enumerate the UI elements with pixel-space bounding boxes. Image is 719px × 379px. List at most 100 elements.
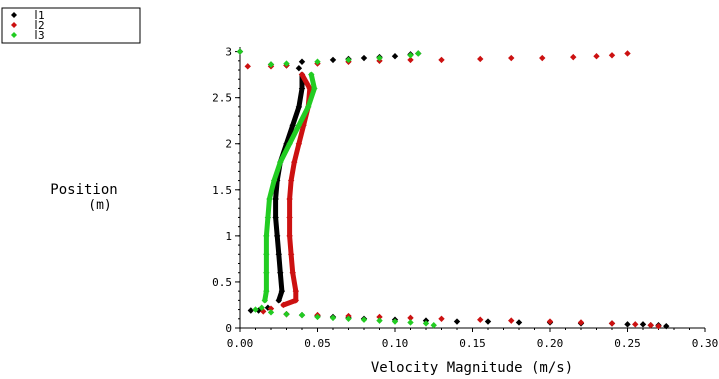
data-point bbox=[577, 319, 585, 326]
y-tick-label: 2.5 bbox=[212, 92, 232, 105]
data-point bbox=[407, 56, 414, 64]
x-tick-label: 0.05 bbox=[304, 337, 331, 350]
data-point bbox=[286, 140, 293, 147]
legend-label: 2 bbox=[38, 19, 45, 32]
legend-label: 3 bbox=[38, 29, 45, 42]
data-point bbox=[263, 232, 270, 240]
data-point bbox=[275, 297, 282, 304]
data-point bbox=[345, 56, 352, 64]
data-point bbox=[422, 320, 430, 327]
data-point bbox=[261, 297, 268, 304]
data-point bbox=[258, 304, 265, 311]
data-point bbox=[647, 322, 654, 329]
data-point bbox=[289, 122, 296, 129]
data-point bbox=[274, 232, 281, 240]
data-point bbox=[345, 315, 352, 322]
legend-marker-1 bbox=[11, 12, 17, 18]
data-point bbox=[298, 85, 306, 92]
x-tick-label: 0.20 bbox=[537, 337, 564, 350]
data-point bbox=[275, 251, 282, 258]
data-point bbox=[295, 122, 303, 129]
y-axis-title: Position bbox=[50, 182, 117, 198]
data-point bbox=[283, 60, 290, 67]
data-point bbox=[477, 316, 484, 323]
x-tick-label: 0.00 bbox=[227, 337, 254, 350]
data-point bbox=[298, 71, 306, 78]
data-point bbox=[267, 305, 275, 312]
data-point bbox=[263, 269, 270, 276]
data-point bbox=[272, 195, 279, 203]
data-point bbox=[311, 85, 318, 92]
data-point bbox=[438, 315, 445, 322]
y-tick-label: 0 bbox=[225, 322, 232, 335]
data-point bbox=[632, 321, 639, 328]
data-point bbox=[376, 54, 383, 62]
data-point bbox=[295, 64, 303, 72]
data-point bbox=[263, 287, 270, 295]
data-point bbox=[639, 321, 647, 328]
data-point bbox=[289, 269, 296, 276]
data-point bbox=[298, 58, 306, 65]
y-tick-label: 3 bbox=[225, 46, 232, 59]
data-point bbox=[407, 314, 414, 322]
data-point bbox=[655, 322, 662, 330]
data-point bbox=[270, 177, 278, 184]
data-point bbox=[608, 52, 616, 59]
series-1-profile-line bbox=[273, 72, 305, 303]
data-point bbox=[477, 55, 484, 63]
data-point bbox=[407, 319, 414, 326]
data-point bbox=[306, 85, 313, 92]
data-point bbox=[407, 52, 414, 59]
data-point bbox=[624, 321, 631, 328]
data-point bbox=[391, 53, 399, 60]
legend-marker-3 bbox=[11, 32, 17, 38]
data-point bbox=[508, 317, 515, 324]
data-point bbox=[286, 214, 293, 221]
data-point bbox=[329, 314, 337, 322]
data-point bbox=[287, 177, 295, 184]
data-point bbox=[263, 251, 270, 258]
data-point bbox=[267, 61, 275, 68]
data-point bbox=[278, 287, 286, 295]
data-point bbox=[608, 320, 616, 327]
y-tick-label: 1 bbox=[225, 230, 232, 243]
x-tick-label: 0.15 bbox=[459, 337, 486, 350]
data-point bbox=[247, 307, 255, 314]
data-point bbox=[266, 195, 273, 203]
data-point bbox=[539, 54, 546, 62]
series-2 bbox=[244, 50, 662, 330]
data-point bbox=[244, 63, 251, 70]
legend-box bbox=[1, 7, 141, 44]
series-3 bbox=[236, 48, 437, 329]
data-point bbox=[283, 310, 290, 318]
data-point bbox=[314, 313, 321, 321]
data-point bbox=[295, 140, 303, 147]
data-point bbox=[415, 50, 422, 57]
data-point bbox=[570, 53, 577, 61]
axes: 0.00 0.05 0.10 0.15 0.20 0.25 0.30 0 0.5 1 1.5 2 2.… bbox=[212, 46, 718, 350]
data-point bbox=[286, 232, 293, 240]
data-point bbox=[376, 313, 383, 321]
data-point bbox=[277, 158, 284, 166]
data-point bbox=[267, 309, 275, 316]
y-axis-unit: (m) bbox=[88, 198, 111, 213]
y-tick-label: 2 bbox=[225, 138, 232, 151]
data-point bbox=[484, 318, 492, 325]
y-tick-label: 0.5 bbox=[212, 276, 232, 289]
y-ticks: 0 0.5 1 1.5 2 2.5 3 bbox=[212, 46, 240, 335]
legend: 123 bbox=[1, 7, 141, 44]
data-point bbox=[663, 322, 670, 330]
data-point bbox=[287, 251, 295, 258]
data-point bbox=[295, 103, 303, 111]
data-point bbox=[291, 158, 298, 166]
data-point bbox=[329, 56, 337, 64]
data-point bbox=[277, 269, 284, 276]
data-point bbox=[308, 71, 315, 78]
x-tick-label: 0.30 bbox=[692, 337, 719, 350]
data-point bbox=[298, 311, 306, 319]
data-point bbox=[286, 195, 293, 203]
data-point bbox=[236, 48, 244, 55]
data-point bbox=[360, 54, 368, 62]
data-point bbox=[314, 58, 321, 65]
